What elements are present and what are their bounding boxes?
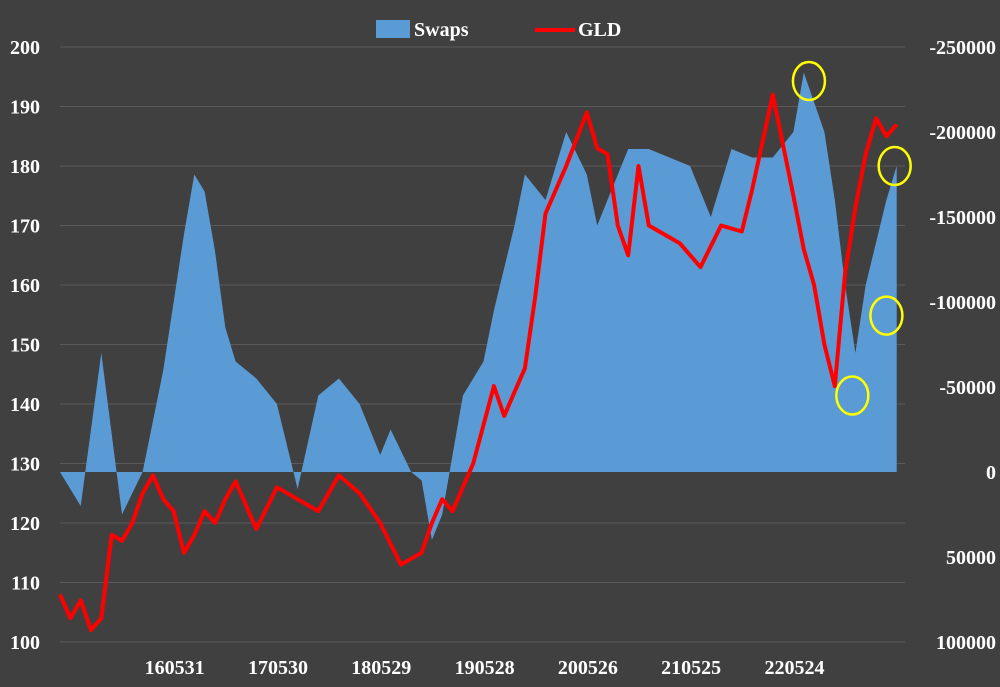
left-tick-label-6: 140 bbox=[10, 394, 40, 416]
right-tick-label-3: -100000 bbox=[929, 292, 996, 314]
right-tick-label-6: 50000 bbox=[946, 547, 996, 569]
gld-line bbox=[58, 92, 899, 633]
right-tick-label-5: 0 bbox=[986, 462, 996, 484]
right-tick-label-2: -150000 bbox=[929, 207, 996, 229]
left-tick-label-1: 190 bbox=[10, 97, 40, 119]
x-tick-label-3: 190528 bbox=[455, 657, 515, 679]
legend-swaps-swatch bbox=[376, 20, 410, 38]
highlight-circle-0 bbox=[791, 60, 827, 102]
right-axis: -250000 -200000 -150000 -100000 -50000 0 50000… bbox=[929, 37, 996, 654]
highlight-circle-2 bbox=[877, 145, 912, 187]
legend: Swaps GLD bbox=[376, 19, 621, 41]
right-tick-label-0: -250000 bbox=[929, 37, 996, 59]
left-tick-label-2: 180 bbox=[10, 156, 40, 178]
highlight-circle-3 bbox=[869, 295, 904, 336]
gld-line-layer bbox=[58, 92, 899, 633]
x-tick-label-1: 170530 bbox=[248, 657, 308, 679]
x-tick-label-6: 220524 bbox=[764, 657, 824, 679]
left-tick-label-0: 200 bbox=[10, 37, 40, 59]
left-tick-label-7: 130 bbox=[10, 454, 40, 476]
x-tick-label-4: 200526 bbox=[558, 657, 618, 679]
left-tick-label-10: 100 bbox=[10, 632, 40, 654]
legend-swaps-label: Swaps bbox=[414, 19, 469, 41]
highlight-circles bbox=[791, 60, 912, 416]
x-axis: 160531 170530 180529 190528 200526 210525 2205… bbox=[145, 657, 825, 679]
x-tick-label-0: 160531 bbox=[145, 657, 205, 679]
swaps-area-layer bbox=[60, 72, 897, 540]
left-tick-label-4: 160 bbox=[10, 275, 40, 297]
right-tick-label-4: -50000 bbox=[939, 377, 996, 399]
left-tick-label-8: 120 bbox=[10, 513, 40, 535]
right-tick-label-1: -200000 bbox=[929, 122, 996, 144]
x-tick-label-5: 210525 bbox=[661, 657, 721, 679]
x-tick-label-2: 180529 bbox=[351, 657, 411, 679]
highlight-circle-1 bbox=[835, 375, 870, 416]
right-tick-label-7: 100000 bbox=[936, 632, 996, 654]
legend-gld-label: GLD bbox=[578, 19, 621, 41]
swaps-area bbox=[60, 72, 897, 540]
left-tick-label-3: 170 bbox=[10, 216, 40, 238]
left-tick-label-5: 150 bbox=[10, 335, 40, 357]
left-tick-label-9: 110 bbox=[11, 573, 40, 595]
left-axis: 200 190 180 170 160 150 140 130 120 110 100 bbox=[10, 37, 40, 654]
